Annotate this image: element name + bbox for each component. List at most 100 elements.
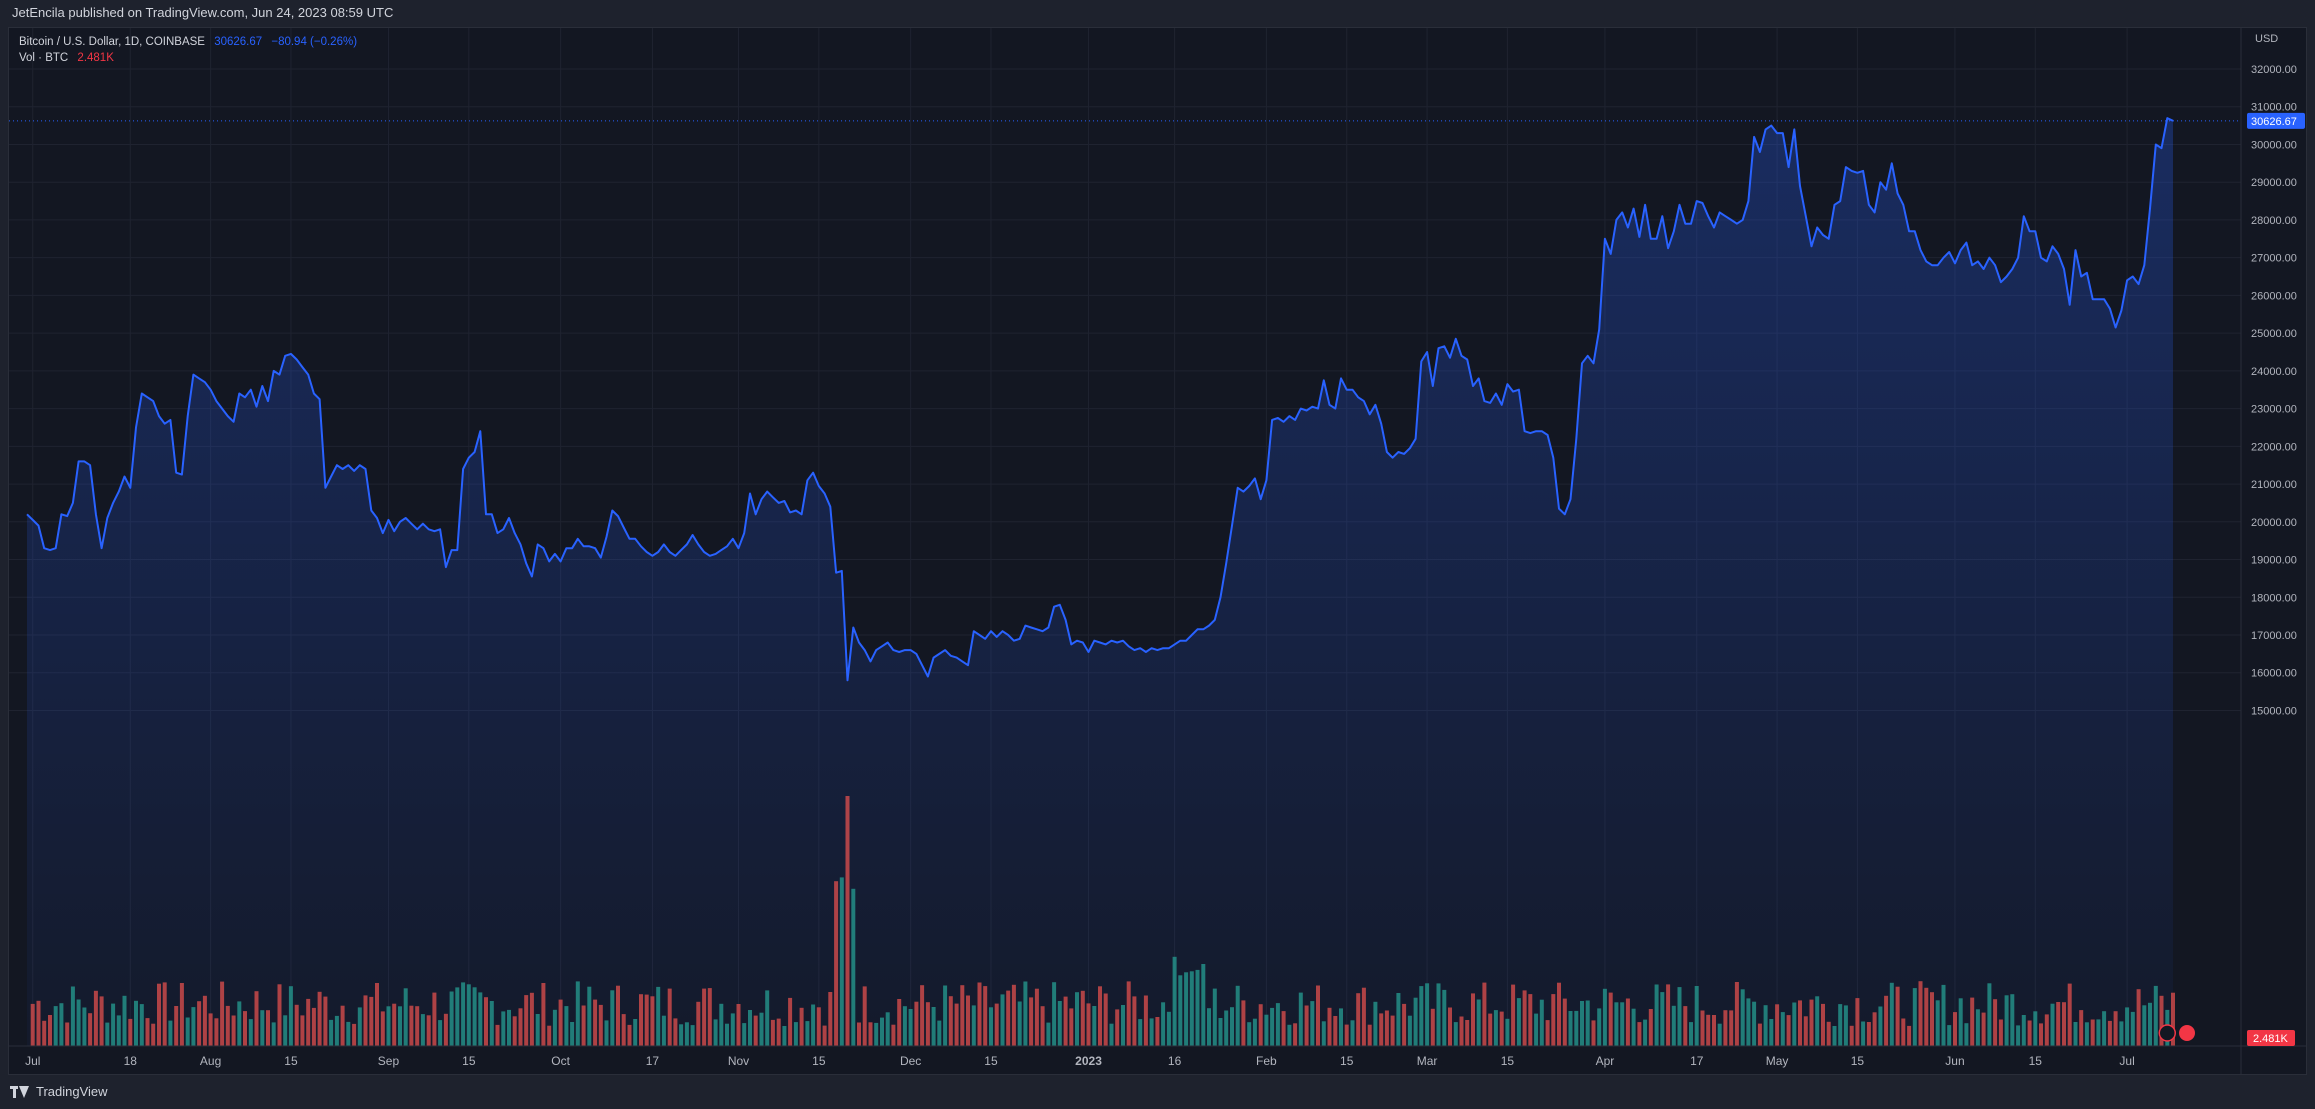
- volume-bar: [2142, 1005, 2147, 1046]
- volume-bar: [1075, 992, 1079, 1046]
- volume-bar: [1866, 1022, 1871, 1046]
- volume-bar: [593, 999, 598, 1046]
- volume-bar: [1907, 1025, 1912, 1046]
- volume-bar: [48, 1015, 52, 1046]
- time-tick-label: Dec: [900, 1054, 921, 1068]
- time-tick-label: May: [1766, 1054, 1789, 1068]
- volume-bar: [661, 1015, 666, 1046]
- volume-bar: [1786, 1015, 1791, 1046]
- volume-bar: [2073, 1022, 2078, 1046]
- volume-bar: [633, 1019, 638, 1046]
- volume-bar: [1815, 996, 1820, 1046]
- price-chart[interactable]: USD 15000.00 16000.00 17000.00 18000.00 19000…: [9, 28, 2306, 1074]
- volume-bar: [1729, 1010, 1734, 1046]
- volume-bar: [1172, 956, 1177, 1046]
- volume-bar: [472, 987, 477, 1046]
- volume-bar: [1149, 1018, 1154, 1046]
- footer-brand[interactable]: TradingView: [36, 1084, 108, 1099]
- volume-bar: [42, 1020, 47, 1046]
- volume-bar: [1551, 994, 1556, 1046]
- volume-bar: [696, 1001, 701, 1046]
- volume-bar: [1011, 984, 1016, 1046]
- volume-bar: [1017, 1001, 1022, 1046]
- volume-bar: [713, 1019, 718, 1046]
- legend-symbol[interactable]: Bitcoin / U.S. Dollar, 1D, COINBASE: [19, 36, 205, 48]
- volume-bar: [1505, 1018, 1510, 1046]
- volume-bar: [1620, 1002, 1625, 1046]
- volume-bar: [541, 983, 546, 1046]
- volume-bar: [455, 987, 460, 1046]
- volume-bar: [1040, 1006, 1045, 1046]
- volume-bar: [1361, 987, 1366, 1046]
- volume-bar: [484, 997, 488, 1046]
- last-volume-tag: [2247, 1030, 2295, 1046]
- volume-bar: [2102, 1011, 2107, 1046]
- volume-bar: [2067, 983, 2072, 1046]
- price-tick-label: 16000.00: [2251, 668, 2297, 680]
- volume-bar: [93, 990, 98, 1046]
- volume-bar: [432, 992, 437, 1046]
- volume-bar: [2136, 989, 2141, 1046]
- volume-bar: [1379, 1013, 1384, 1046]
- volume-bar: [937, 1020, 942, 1046]
- price-tick-label: 26000.00: [2251, 290, 2297, 302]
- volume-bar: [1998, 1019, 2003, 1046]
- volume-bar: [1459, 1016, 1464, 1046]
- volume-bar: [1442, 989, 1447, 1046]
- volume-bar: [76, 999, 81, 1046]
- volume-bar: [1310, 1001, 1315, 1046]
- volume-bar: [2119, 1021, 2124, 1046]
- earnings-flag-icon[interactable]: [2179, 1025, 2195, 1041]
- volume-bar: [1975, 1009, 1980, 1046]
- legend-volume-row: Vol · BTC 2.481K: [19, 50, 357, 66]
- volume-bar: [1821, 1003, 1825, 1046]
- volume-bar: [2010, 994, 2015, 1046]
- volume-bar: [1935, 1000, 1940, 1046]
- price-tick-label: 15000.00: [2251, 706, 2297, 718]
- volume-bar: [1746, 998, 1751, 1046]
- volume-bar: [920, 985, 925, 1046]
- volume-bar: [489, 1001, 494, 1046]
- price-tick-label: 17000.00: [2251, 630, 2297, 642]
- volume-bar: [237, 1001, 242, 1046]
- volume-bar: [793, 1022, 798, 1046]
- volume-bar: [426, 1015, 431, 1046]
- price-tick-label: 22000.00: [2251, 441, 2297, 453]
- volume-bar: [317, 991, 322, 1046]
- volume-bar: [2050, 1003, 2055, 1046]
- volume-bar: [1608, 992, 1613, 1046]
- volume-bar: [1034, 988, 1039, 1046]
- volume-bar: [885, 1012, 890, 1046]
- volume-bar: [1734, 982, 1739, 1046]
- tradingview-logo-icon[interactable]: [10, 1086, 30, 1098]
- volume-bar: [1562, 998, 1567, 1046]
- volume-bar: [1080, 990, 1085, 1046]
- time-tick-label: 15: [462, 1054, 476, 1068]
- time-tick-label: Jul: [2119, 1054, 2134, 1068]
- volume-bar: [1103, 993, 1108, 1046]
- volume-bar: [1166, 1011, 1171, 1046]
- volume-bar: [449, 991, 454, 1046]
- volume-bar: [897, 999, 902, 1046]
- volume-bar: [943, 985, 948, 1046]
- chart-frame[interactable]: Bitcoin / U.S. Dollar, 1D, COINBASE 3062…: [8, 27, 2307, 1075]
- volume-bar: [323, 996, 328, 1046]
- last-price-tag: [2247, 112, 2305, 129]
- volume-bar: [1252, 1018, 1257, 1046]
- volume-bar: [1660, 992, 1665, 1046]
- volume-bar: [1476, 999, 1481, 1046]
- volume-bar: [2153, 985, 2158, 1046]
- volume-bar: [1384, 1010, 1389, 1046]
- volume-bar: [799, 1007, 804, 1046]
- volume-bar: [845, 796, 850, 1046]
- legend-volume-label[interactable]: Vol · BTC: [19, 52, 69, 64]
- volume-bar: [805, 1021, 810, 1046]
- event-flag-icon[interactable]: [2158, 1024, 2177, 1042]
- volume-bar: [306, 998, 311, 1046]
- volume-bar: [466, 984, 471, 1046]
- volume-bar: [1339, 1008, 1343, 1046]
- volume-bar: [1321, 1021, 1326, 1046]
- volume-bar: [1901, 1018, 1906, 1046]
- volume-bar: [1591, 1020, 1596, 1046]
- price-line[interactable]: [26, 117, 2174, 682]
